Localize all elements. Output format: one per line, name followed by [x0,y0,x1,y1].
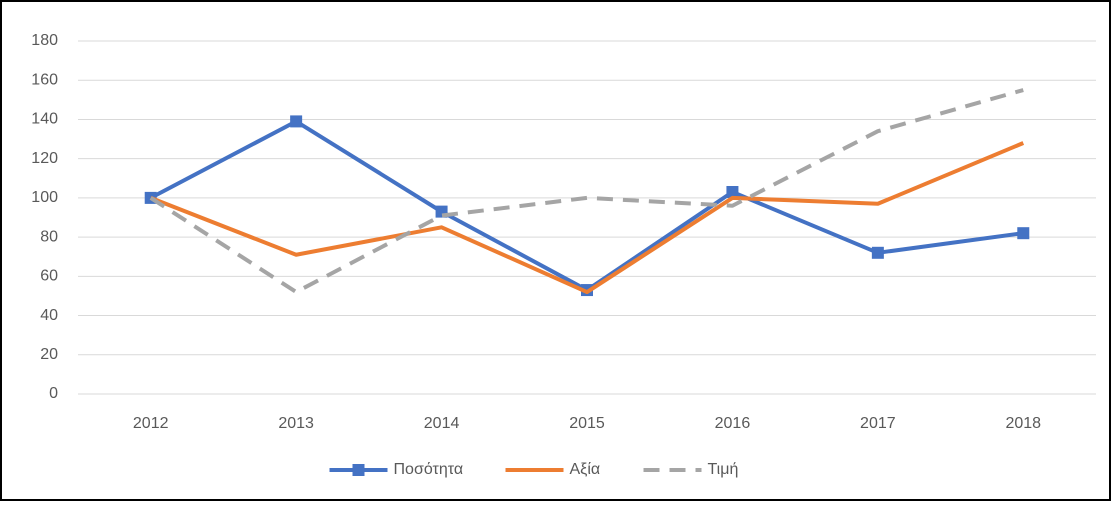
y-tick-label: 60 [40,268,58,285]
y-tick-label: 140 [31,111,58,128]
x-tick-label: 2014 [424,415,460,432]
legend-label: Τιμή [708,461,739,478]
series-line [149,88,1024,295]
legend-label: Ποσότητα [394,461,464,478]
x-tick-label: 2012 [133,415,169,432]
x-tick-label: 2015 [569,415,605,432]
y-tick-label: 40 [40,307,58,324]
point-marker [726,186,739,199]
x-tick-label: 2016 [715,415,751,432]
x-tick-label: 2013 [278,415,314,432]
y-tick-label: 160 [31,71,58,88]
y-tick-label: 120 [31,150,58,167]
point-marker [871,246,884,259]
x-tick-label: 2018 [1005,415,1041,432]
x-tick-label: 2017 [860,415,896,432]
y-tick-label: 20 [40,346,58,363]
y-tick-label: 100 [31,189,58,206]
series-line [149,141,1025,295]
legend-marker [352,464,365,476]
legend-label: Αξία [570,461,601,478]
y-tick-label: 80 [40,228,58,245]
y-tick-label: 180 [31,32,58,49]
y-tick-label: 0 [49,385,58,402]
point-marker [1017,227,1030,240]
point-marker [290,115,303,128]
